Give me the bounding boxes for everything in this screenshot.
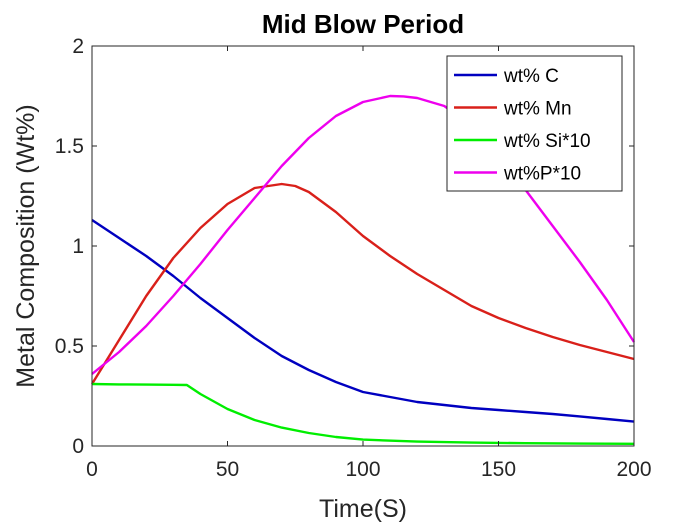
y-tick-label: 0.5	[55, 335, 84, 358]
series-group	[90, 94, 636, 445]
chart-title: Mid Blow Period	[262, 9, 464, 39]
x-tick-label: 0	[86, 458, 98, 481]
legend-label: wt% Si*10	[503, 131, 591, 152]
legend: wt% C wt% Mn wt% Si*10 wt%P*10	[446, 55, 623, 192]
legend-label: wt%P*10	[503, 164, 581, 185]
series-line-1	[90, 182, 635, 385]
axes-group: 0 50 100 150 200 0 0.5 1 1.5 2	[55, 35, 652, 481]
y-tick-label: 2	[72, 35, 84, 58]
legend-box	[446, 55, 623, 192]
legend-label: wt% Mn	[503, 99, 572, 120]
x-axis-label: Time(S)	[319, 495, 407, 523]
x-tick-label: 100	[345, 458, 380, 481]
x-tick-label: 200	[616, 458, 651, 481]
series-line-2	[91, 382, 635, 445]
y-tick-label: 0	[72, 435, 84, 458]
legend-label: wt% C	[503, 66, 559, 87]
x-tick-label: 150	[481, 458, 516, 481]
y-tick-label: 1.5	[55, 135, 84, 158]
y-axis-label: Metal Composition (Wt%)	[12, 104, 40, 387]
series-line-0	[91, 219, 635, 423]
x-tick-label: 50	[216, 458, 239, 481]
y-tick-label: 1	[72, 235, 84, 258]
series-line-3	[91, 94, 636, 375]
